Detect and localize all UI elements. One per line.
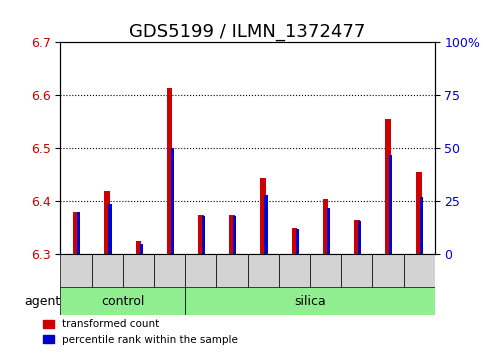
Bar: [260, 178, 266, 255]
Title: GDS5199 / ILMN_1372477: GDS5199 / ILMN_1372477: [129, 23, 366, 41]
FancyBboxPatch shape: [372, 255, 403, 288]
FancyBboxPatch shape: [247, 255, 279, 288]
Bar: [136, 241, 141, 255]
Bar: [229, 215, 235, 255]
Bar: [77, 212, 80, 255]
FancyBboxPatch shape: [341, 255, 372, 288]
FancyBboxPatch shape: [279, 255, 310, 288]
FancyBboxPatch shape: [216, 255, 247, 288]
Bar: [167, 87, 172, 255]
Legend: transformed count, percentile rank within the sample: transformed count, percentile rank withi…: [39, 315, 242, 349]
FancyBboxPatch shape: [92, 255, 123, 288]
Bar: [140, 244, 143, 255]
FancyBboxPatch shape: [185, 255, 216, 288]
Bar: [296, 229, 298, 255]
Bar: [198, 215, 203, 255]
Bar: [420, 197, 424, 255]
Text: control: control: [101, 295, 144, 308]
Bar: [385, 119, 391, 255]
Bar: [202, 216, 205, 255]
Bar: [327, 208, 330, 255]
FancyBboxPatch shape: [154, 255, 185, 288]
Bar: [416, 172, 422, 255]
FancyBboxPatch shape: [185, 287, 435, 315]
Bar: [233, 216, 236, 255]
FancyBboxPatch shape: [60, 287, 185, 315]
FancyBboxPatch shape: [60, 255, 92, 288]
FancyBboxPatch shape: [123, 255, 154, 288]
Bar: [73, 212, 79, 255]
Bar: [354, 220, 359, 255]
Text: silica: silica: [294, 295, 326, 308]
Bar: [264, 195, 268, 255]
FancyBboxPatch shape: [310, 255, 341, 288]
Text: agent: agent: [24, 295, 60, 308]
Bar: [389, 155, 392, 255]
Bar: [171, 148, 174, 255]
Bar: [292, 228, 297, 255]
Bar: [108, 204, 112, 255]
Bar: [323, 199, 328, 255]
FancyBboxPatch shape: [403, 255, 435, 288]
Bar: [104, 191, 110, 255]
Bar: [358, 221, 361, 255]
